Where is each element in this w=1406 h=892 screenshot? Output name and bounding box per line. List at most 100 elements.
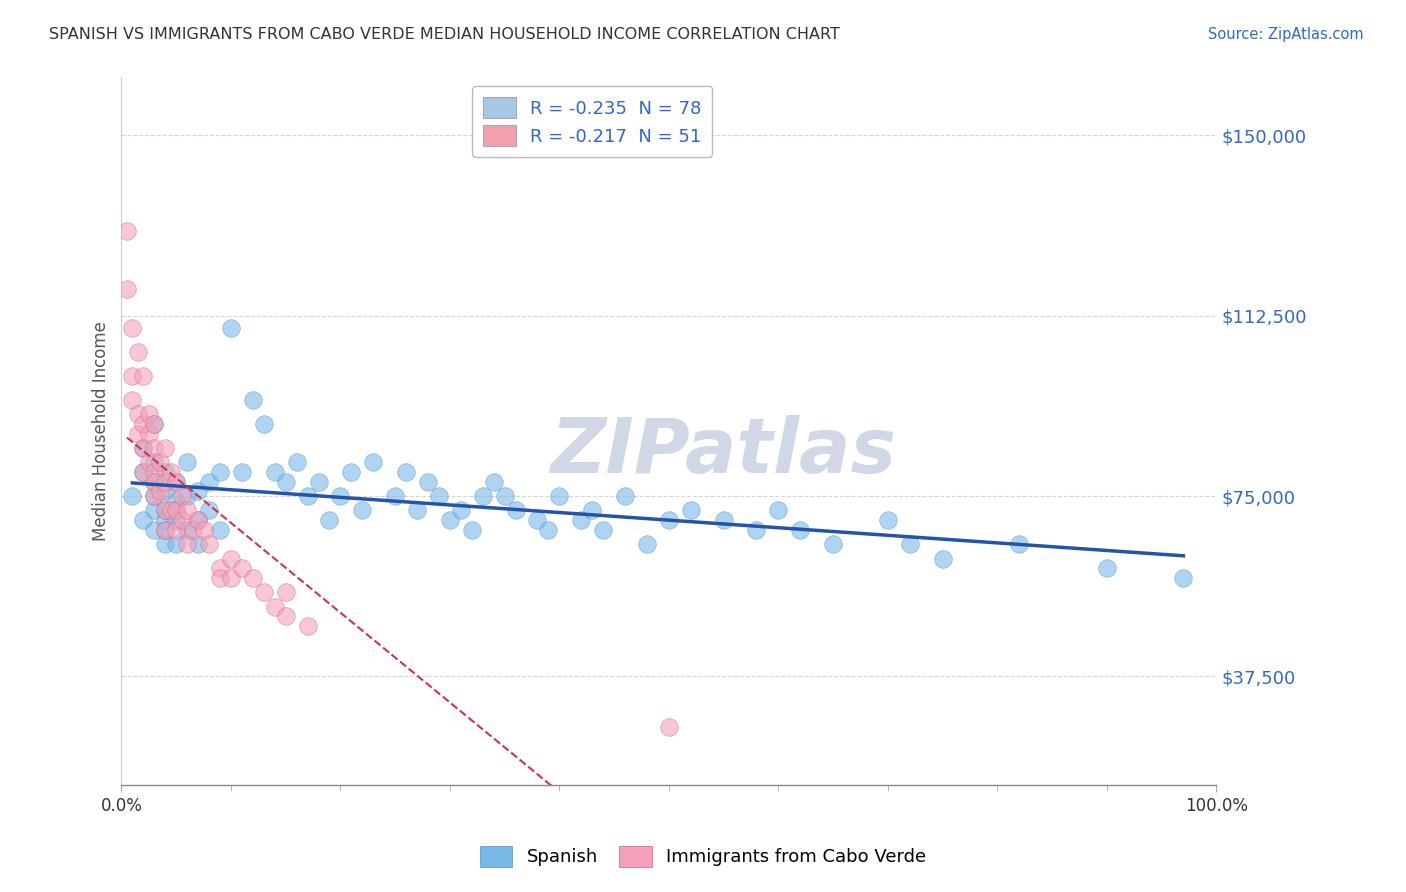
Point: [187, 484, 209, 499]
Point: [274, 609, 297, 624]
Y-axis label: Median Household Income: Median Household Income: [93, 321, 110, 541]
Point: [198, 537, 221, 551]
Point: [789, 523, 811, 537]
Legend: R = -0.235  N = 78, R = -0.217  N = 51: R = -0.235 N = 78, R = -0.217 N = 51: [472, 87, 713, 157]
Point: [176, 455, 198, 469]
Point: [658, 513, 681, 527]
Point: [297, 489, 319, 503]
Point: [155, 503, 177, 517]
Point: [340, 465, 363, 479]
Point: [138, 407, 160, 421]
Point: [132, 417, 155, 431]
Point: [494, 489, 516, 503]
Point: [416, 475, 439, 489]
Point: [395, 465, 418, 479]
Point: [132, 368, 155, 383]
Point: [263, 599, 285, 614]
Point: [482, 475, 505, 489]
Point: [461, 523, 484, 537]
Point: [876, 513, 898, 527]
Point: [143, 475, 166, 489]
Point: [143, 503, 166, 517]
Point: [636, 537, 658, 551]
Point: [329, 489, 352, 503]
Point: [274, 475, 297, 489]
Point: [231, 561, 253, 575]
Point: [143, 417, 166, 431]
Point: [132, 441, 155, 455]
Point: [143, 489, 166, 503]
Point: [242, 571, 264, 585]
Point: [592, 523, 614, 537]
Point: [176, 523, 198, 537]
Point: [176, 503, 198, 517]
Point: [614, 489, 637, 503]
Point: [132, 513, 155, 527]
Point: [181, 523, 204, 537]
Point: [132, 441, 155, 455]
Point: [165, 475, 187, 489]
Point: [1008, 537, 1031, 551]
Point: [155, 513, 177, 527]
Point: [823, 537, 845, 551]
Point: [176, 489, 198, 503]
Point: [121, 368, 143, 383]
Point: [439, 513, 461, 527]
Point: [121, 392, 143, 407]
Point: [149, 484, 172, 499]
Point: [308, 475, 330, 489]
Point: [121, 489, 143, 503]
Point: [361, 455, 384, 469]
Point: [165, 503, 187, 517]
Point: [253, 417, 276, 431]
Point: [132, 465, 155, 479]
Point: [187, 537, 209, 551]
Point: [384, 489, 406, 503]
Point: [679, 503, 702, 517]
Point: [121, 320, 143, 334]
Point: [155, 475, 177, 489]
Point: [127, 426, 149, 441]
Point: [297, 619, 319, 633]
Point: [155, 537, 177, 551]
Point: [768, 503, 790, 517]
Point: [138, 455, 160, 469]
Point: [155, 465, 177, 479]
Point: [127, 344, 149, 359]
Point: [115, 224, 138, 238]
Point: [143, 465, 166, 479]
Point: [931, 551, 953, 566]
Point: [165, 475, 187, 489]
Point: [165, 503, 187, 517]
Text: ZIPatlas: ZIPatlas: [551, 416, 897, 490]
Point: [155, 484, 177, 499]
Point: [285, 455, 308, 469]
Point: [155, 441, 177, 455]
Point: [526, 513, 548, 527]
Point: [219, 551, 242, 566]
Text: SPANISH VS IMMIGRANTS FROM CABO VERDE MEDIAN HOUSEHOLD INCOME CORRELATION CHART: SPANISH VS IMMIGRANTS FROM CABO VERDE ME…: [49, 27, 841, 42]
Legend: Spanish, Immigrants from Cabo Verde: Spanish, Immigrants from Cabo Verde: [472, 838, 934, 874]
Point: [253, 585, 276, 599]
Point: [242, 392, 264, 407]
Point: [318, 513, 340, 527]
Point: [208, 523, 231, 537]
Point: [898, 537, 921, 551]
Point: [427, 489, 450, 503]
Point: [143, 441, 166, 455]
Point: [115, 282, 138, 296]
Point: [208, 561, 231, 575]
Point: [231, 465, 253, 479]
Point: [165, 523, 187, 537]
Text: Source: ZipAtlas.com: Source: ZipAtlas.com: [1208, 27, 1364, 42]
Point: [127, 407, 149, 421]
Point: [159, 503, 181, 517]
Point: [155, 503, 177, 517]
Point: [713, 513, 735, 527]
Point: [208, 465, 231, 479]
Point: [138, 426, 160, 441]
Point: [263, 465, 285, 479]
Point: [569, 513, 592, 527]
Point: [208, 571, 231, 585]
Point: [658, 720, 681, 734]
